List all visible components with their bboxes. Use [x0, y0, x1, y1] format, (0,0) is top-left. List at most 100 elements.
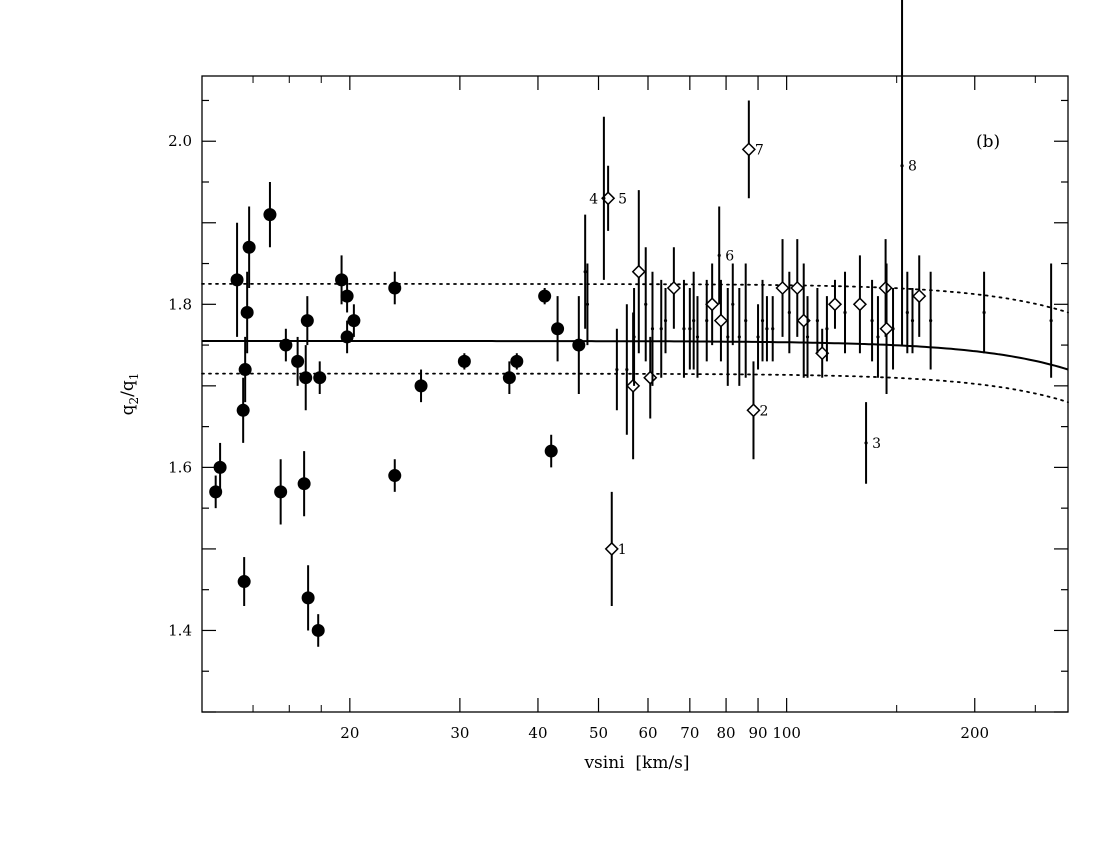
dot-marker — [659, 327, 663, 331]
data-points: 1 7 2 6 3 8 4 5 — [209, 0, 1053, 647]
dot-marker — [891, 327, 895, 331]
data-point — [663, 288, 668, 354]
filled-circle-marker — [414, 379, 428, 393]
diamond-marker — [746, 403, 761, 418]
dot-marker — [815, 319, 819, 323]
data-point — [650, 271, 655, 386]
data-point — [731, 263, 735, 346]
dot-marker — [771, 327, 775, 331]
y-label-sub2: 2 — [127, 397, 141, 405]
point-label: 4 — [589, 191, 598, 207]
dot-marker — [731, 302, 735, 306]
y-tick-label: 2.0 — [168, 132, 192, 150]
filled-circle-marker — [300, 314, 314, 328]
data-point — [682, 279, 686, 378]
data-point — [666, 247, 681, 329]
filled-circle-marker — [274, 485, 288, 499]
dot-marker — [682, 327, 686, 331]
data-point: 3 — [864, 402, 881, 484]
dot-marker — [825, 327, 829, 331]
dot-marker — [717, 253, 721, 257]
data-point — [843, 271, 847, 354]
dot-marker — [737, 335, 741, 339]
data-point — [602, 116, 606, 280]
data-point — [237, 557, 251, 606]
dot-marker — [900, 164, 904, 168]
dot-marker — [870, 319, 874, 323]
dot-marker — [650, 327, 655, 331]
data-point — [879, 263, 894, 394]
data-point — [737, 288, 741, 386]
data-point — [705, 279, 709, 362]
diamond-marker — [643, 370, 658, 385]
data-point — [502, 361, 516, 394]
diamond-marker — [852, 297, 867, 312]
x-tick-label: 20 — [340, 724, 359, 742]
filled-circle-marker — [572, 338, 586, 352]
dot-marker — [787, 310, 791, 315]
filled-circle-marker — [236, 403, 250, 417]
dot-marker — [615, 367, 619, 372]
filled-circle-marker — [551, 322, 565, 336]
point-label: 5 — [618, 191, 627, 207]
data-point — [644, 247, 648, 362]
data-point — [815, 288, 819, 354]
dot-marker — [760, 319, 765, 323]
filled-circle-marker — [237, 575, 251, 589]
dot-marker — [744, 319, 748, 323]
filled-circle-marker — [340, 289, 354, 303]
dot-marker — [864, 441, 868, 445]
data-point — [692, 271, 696, 370]
data-point — [388, 459, 402, 492]
dot-marker — [1049, 319, 1053, 323]
filled-circle-marker — [291, 354, 305, 368]
data-point — [632, 288, 636, 386]
data-point — [912, 255, 927, 337]
diamond-marker — [790, 280, 805, 296]
dot-marker — [644, 302, 648, 306]
data-point — [910, 288, 915, 354]
data-point — [297, 451, 311, 517]
dot-marker — [583, 270, 587, 274]
data-point — [209, 475, 223, 509]
data-point — [230, 222, 244, 337]
data-point — [538, 288, 552, 305]
data-point — [982, 271, 986, 354]
data-point — [572, 296, 586, 394]
data-point — [775, 239, 790, 337]
data-point — [827, 279, 843, 329]
data-point — [929, 271, 933, 370]
data-point: 1 — [604, 491, 627, 606]
filled-circle-marker — [297, 477, 311, 491]
data-point — [291, 336, 305, 386]
data-point: 8 — [900, 0, 917, 346]
filled-circle-marker — [538, 289, 552, 303]
dot-marker — [805, 335, 810, 339]
dot-marker — [695, 335, 700, 339]
dot-marker — [929, 319, 933, 323]
filled-circle-marker — [301, 591, 315, 605]
x-tick-label: 200 — [960, 724, 989, 742]
dot-marker — [692, 319, 696, 323]
data-point — [585, 263, 590, 346]
filled-circle-marker — [335, 273, 349, 287]
data-point — [510, 353, 524, 370]
data-point — [905, 271, 909, 354]
data-point — [311, 614, 325, 647]
data-point — [213, 442, 227, 492]
filled-circle-marker — [347, 314, 361, 328]
point-label: 6 — [725, 248, 734, 264]
filled-circle-marker — [263, 208, 277, 222]
y-tick-label: 1.6 — [168, 458, 192, 476]
data-point — [299, 345, 313, 411]
data-point — [340, 320, 354, 354]
data-point — [240, 271, 254, 354]
data-point — [279, 328, 293, 362]
dot-marker — [905, 310, 909, 315]
dot-marker — [705, 319, 709, 323]
filled-circle-marker — [238, 363, 252, 377]
y-axis-label: q2/q1 — [118, 373, 141, 416]
data-point — [238, 336, 252, 403]
diamond-marker — [912, 289, 927, 304]
filled-circle-marker — [340, 330, 354, 344]
